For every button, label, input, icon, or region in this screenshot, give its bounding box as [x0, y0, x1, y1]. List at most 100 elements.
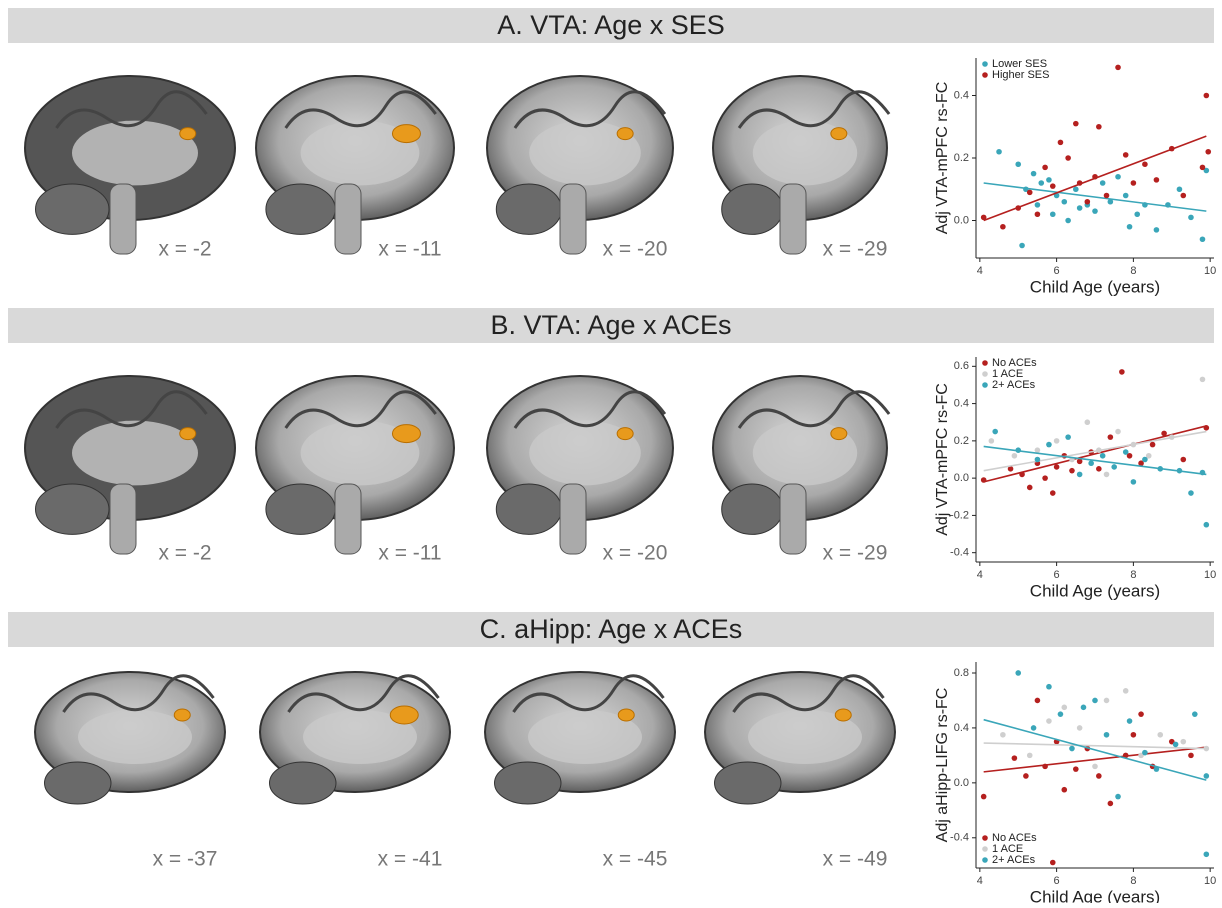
data-point — [1149, 441, 1156, 448]
data-point — [1099, 180, 1106, 186]
white-matter — [752, 420, 858, 486]
brain-slice — [24, 75, 236, 255]
data-point — [1126, 718, 1133, 724]
activation — [830, 427, 848, 441]
data-point — [1192, 711, 1198, 717]
data-point — [1026, 189, 1033, 196]
brainstem — [109, 183, 137, 255]
activation — [830, 127, 848, 141]
x-tick-label: 8 — [1130, 265, 1136, 277]
data-point — [980, 214, 987, 221]
legend-marker — [982, 61, 988, 67]
cerebellum — [35, 483, 110, 535]
data-point — [1157, 731, 1164, 738]
title-bar — [8, 308, 1214, 343]
trend-line — [983, 445, 1207, 476]
data-point — [1065, 155, 1071, 161]
data-point — [1142, 749, 1148, 756]
data-point — [1096, 773, 1102, 779]
sulci — [513, 90, 667, 129]
brain-slice — [24, 375, 236, 555]
trend-line — [983, 182, 1207, 212]
data-point — [1188, 490, 1194, 496]
data-point — [1199, 236, 1206, 243]
data-point — [1115, 793, 1121, 800]
data-point — [1011, 755, 1018, 761]
sulci — [284, 390, 437, 429]
data-point — [1138, 711, 1144, 717]
x-tick-label: 6 — [1054, 265, 1060, 277]
slice-label: x = -20 — [603, 238, 668, 261]
slice-label: x = -2 — [158, 542, 211, 565]
activation — [389, 705, 419, 725]
data-point — [1153, 227, 1160, 233]
data-point — [1180, 738, 1187, 745]
data-point — [1130, 731, 1137, 738]
cerebellum — [495, 183, 562, 235]
data-point — [1092, 697, 1098, 704]
data-point — [1130, 180, 1137, 186]
cerebellum — [495, 483, 562, 535]
legend-label: No ACEs — [992, 832, 1037, 844]
cerebellum — [44, 761, 112, 805]
cerebellum — [714, 761, 782, 805]
y-tick-label: -0.4 — [950, 832, 969, 844]
legend-label: Lower SES — [992, 58, 1047, 70]
brain-slice — [259, 671, 451, 805]
data-point — [1084, 419, 1091, 426]
data-point — [1026, 484, 1033, 491]
sulci — [737, 90, 891, 129]
y-axis-title: Adj VTA-mPFC rs-FC — [934, 383, 951, 536]
data-point — [1096, 123, 1102, 130]
data-point — [1026, 752, 1033, 759]
data-point — [1172, 741, 1179, 748]
activation — [834, 708, 852, 722]
activation — [391, 424, 421, 444]
data-point — [1076, 458, 1083, 465]
data-point — [1057, 711, 1064, 717]
slice-label: x = -45 — [603, 848, 668, 871]
data-point — [1176, 186, 1183, 193]
data-point — [1107, 800, 1114, 807]
white-matter — [300, 120, 420, 186]
y-axis-title: Adj VTA-mPFC rs-FC — [934, 82, 951, 235]
cerebellum — [265, 483, 336, 535]
data-point — [1203, 851, 1210, 858]
brainstem — [779, 183, 807, 255]
sulci — [55, 90, 208, 129]
trend-line — [983, 746, 1207, 773]
data-point — [1069, 745, 1075, 752]
data-point — [1122, 688, 1129, 694]
y-tick-label: 0.0 — [954, 472, 969, 484]
data-point — [1115, 64, 1121, 71]
trend-line — [983, 718, 1207, 781]
slice-label: x = -29 — [823, 238, 888, 261]
data-point — [1088, 460, 1094, 467]
y-tick-label: 0.4 — [954, 397, 969, 409]
white-matter — [72, 420, 198, 486]
slice-label: x = -37 — [153, 848, 218, 871]
legend-label: 1 ACE — [992, 368, 1023, 380]
data-point — [1092, 208, 1098, 214]
data-point — [1061, 786, 1068, 793]
white-matter — [303, 710, 417, 764]
data-point — [1099, 452, 1106, 459]
data-point — [1126, 223, 1133, 230]
data-point — [1019, 242, 1025, 249]
sulci — [284, 90, 437, 129]
brainstem — [559, 183, 587, 255]
panel-title: B. VTA: Age x ACEs — [490, 310, 731, 340]
brain-slice — [34, 671, 226, 805]
data-point — [1145, 452, 1152, 459]
data-point — [1046, 683, 1052, 690]
activation — [391, 124, 421, 144]
data-point — [1122, 152, 1129, 158]
cerebellum — [494, 761, 562, 805]
data-point — [1180, 456, 1187, 463]
activation — [617, 708, 635, 722]
data-point — [1199, 164, 1206, 171]
data-point — [1000, 223, 1006, 230]
y-tick-label: 0.0 — [954, 777, 969, 789]
slice-label: x = -11 — [378, 238, 441, 261]
y-tick-label: 0.8 — [954, 667, 969, 679]
